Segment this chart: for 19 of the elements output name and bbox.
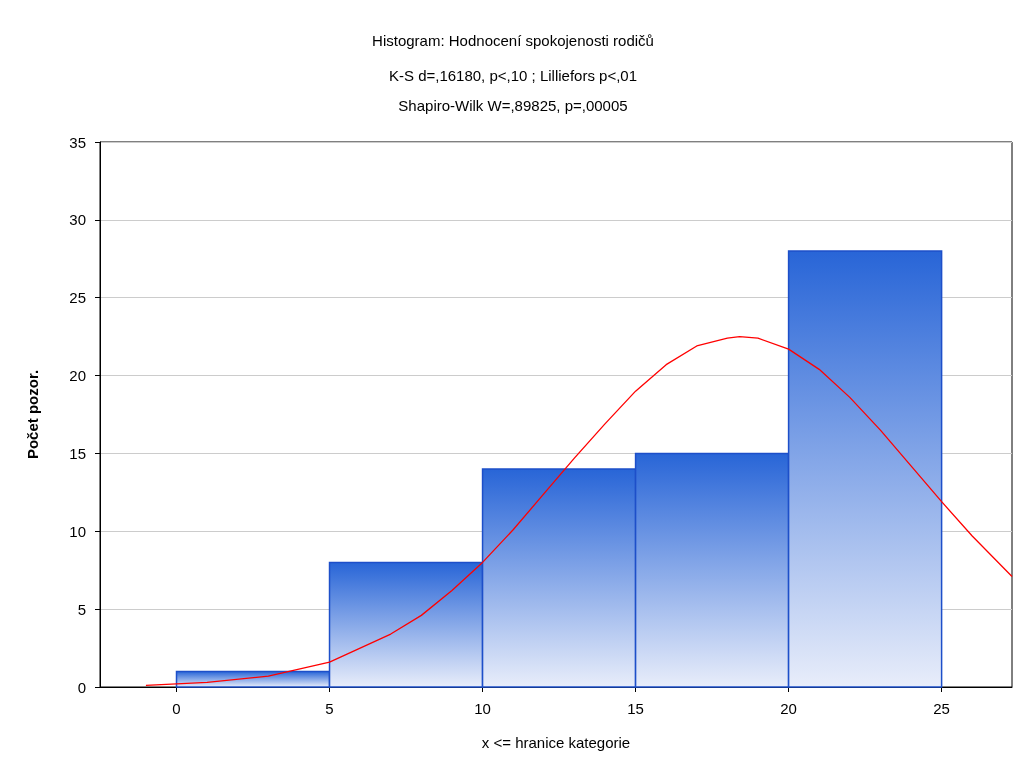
- chart-subtitle: K-S d=,16180, p<,10 ; Lilliefors p<,01 Shapiro-Wilk W=,89825, p=,00005: [388, 66, 638, 114]
- x-axis-title: x <= hranice kategorie: [481, 734, 631, 751]
- x-tick-label: 0: [172, 700, 181, 717]
- y-tick-label: 10: [69, 522, 86, 540]
- x-tick-label: 20: [780, 700, 797, 717]
- x-tick-label: 5: [325, 700, 334, 717]
- y-axis-title: Počet pozor.: [24, 369, 41, 460]
- x-tick-label: 10: [474, 700, 491, 717]
- x-tick-label: 15: [627, 700, 644, 717]
- y-tick-label: 0: [77, 678, 86, 696]
- x-tick-label: 25: [933, 700, 950, 717]
- chart-title: Histogram: Hodnocení spokojenosti rodičů: [372, 32, 654, 49]
- y-tick-label: 20: [69, 367, 86, 385]
- line-series: [145, 335, 1013, 687]
- y-tick-label: 25: [69, 289, 86, 307]
- y-tick-label: 35: [69, 133, 86, 151]
- y-tick-label: 5: [77, 600, 86, 618]
- y-tick-label: 30: [69, 211, 86, 229]
- y-tick-label: 15: [69, 444, 86, 462]
